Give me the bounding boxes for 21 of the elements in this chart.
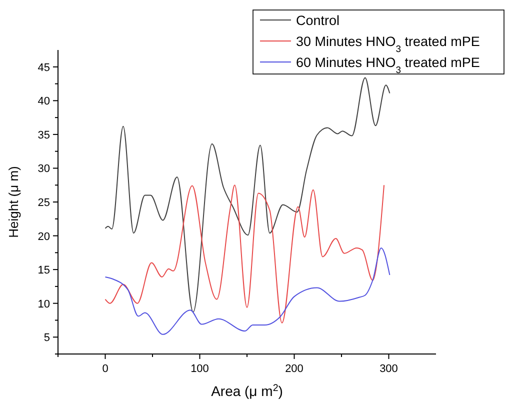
legend-label: 60 Minutes HNO$_{3}$ treated mPE — [296, 55, 480, 76]
y-tick-label: 15 — [38, 264, 50, 277]
legend-label: 30 Minutes HNO$_{3}$ treated mPE — [296, 34, 480, 54]
line-series — [104, 77, 390, 313]
y-tick-label: 30 — [38, 163, 50, 176]
x-tick-label: 200 — [285, 363, 304, 375]
y-tick-label: 25 — [38, 197, 50, 209]
y-tick-label: 45 — [38, 62, 50, 74]
x-axis-title: Area (μ m$^{2}$) — [211, 382, 283, 399]
line-series — [104, 247, 390, 335]
y-axis-title: Height (μ m) — [6, 166, 21, 238]
y-tick-label: 10 — [38, 298, 50, 310]
legend-label: Control — [296, 13, 340, 28]
x-tick-label: 100 — [190, 363, 209, 375]
y-tick-label: 40 — [38, 96, 50, 108]
x-tick-label: 0 — [102, 363, 108, 375]
y-tick-label: 20 — [38, 230, 50, 243]
x-tick-label: 300 — [380, 363, 398, 375]
line-series — [104, 184, 385, 324]
y-tick-label: 5 — [44, 332, 50, 344]
y-tick-label: 35 — [38, 129, 50, 142]
